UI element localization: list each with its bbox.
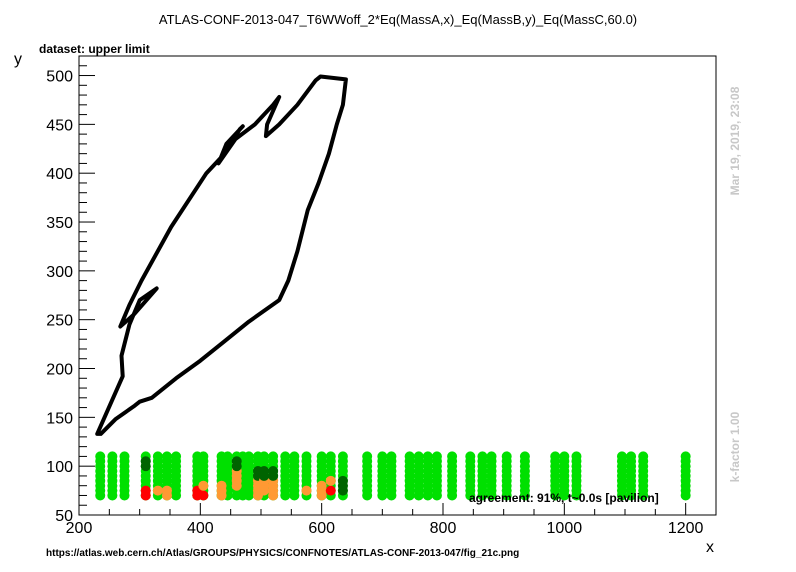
excluded-cons-point — [152, 485, 163, 496]
allowed-point — [486, 451, 497, 462]
kfactor-label: k-factor 1.00 — [728, 411, 742, 483]
allowed-point — [431, 451, 442, 462]
allowed-point — [337, 451, 348, 462]
allowed-point — [259, 451, 270, 462]
allowed-cons-point — [231, 456, 242, 467]
allowed-point — [501, 451, 512, 462]
excluded-cons-point — [301, 485, 312, 496]
exclusion-contour-line — [95, 74, 348, 436]
excluded-cons-point — [161, 485, 172, 496]
x-tick-label: 1200 — [668, 520, 704, 537]
agreement-label: agreement: 91%, t~0.0s [pavilion] — [469, 491, 659, 505]
allowed-point — [571, 451, 582, 462]
allowed-point — [152, 451, 163, 462]
x-tick-label: 400 — [187, 520, 214, 537]
allowed-point — [268, 451, 279, 462]
allowed-cons-point — [140, 456, 151, 467]
data-points — [95, 451, 691, 501]
x-tick-label: 1000 — [547, 520, 583, 537]
allowed-point — [107, 451, 118, 462]
allowed-point — [413, 451, 424, 462]
y-tick-label: 200 — [46, 362, 73, 379]
allowed-point — [386, 451, 397, 462]
excluded-cons-point — [325, 475, 336, 486]
y-tick-label: 150 — [46, 410, 73, 427]
axes: 200 400 600 800 1000 1200 50 100 150 200 250 300 350… — [14, 51, 717, 556]
allowed-point — [243, 451, 254, 462]
allowed-point — [171, 451, 182, 462]
y-tick-label: 400 — [46, 166, 73, 183]
allowed-point — [477, 451, 488, 462]
allowed-point — [638, 451, 649, 462]
source-url: https://atlas.web.cern.ch/Atlas/GROUPS/P… — [46, 548, 520, 559]
allowed-point — [550, 451, 561, 462]
excluded-cons-point — [216, 480, 227, 491]
allowed-point — [280, 451, 291, 462]
y-tick-label: 500 — [46, 69, 73, 86]
allowed-cons-point — [337, 475, 348, 486]
allowed-point — [198, 451, 209, 462]
allowed-point — [680, 451, 691, 462]
allowed-point — [301, 451, 312, 462]
plot-frame — [78, 55, 717, 516]
y-tick-label: 100 — [46, 459, 73, 476]
allowed-point — [404, 451, 415, 462]
y-tick-label: 450 — [46, 117, 73, 134]
allowed-cons-point — [268, 466, 279, 477]
contour-layer — [95, 74, 348, 436]
allowed-cons-point — [259, 466, 270, 477]
allowed-point — [161, 451, 172, 462]
x-tick-label: 600 — [308, 520, 335, 537]
allowed-point — [626, 451, 637, 462]
allowed-point — [316, 451, 327, 462]
allowed-point — [422, 451, 433, 462]
excluded-point — [325, 485, 336, 496]
allowed-point — [559, 451, 570, 462]
allowed-point — [465, 451, 476, 462]
allowed-point — [325, 451, 336, 462]
x-tick-label: 200 — [66, 520, 93, 537]
allowed-point — [95, 451, 106, 462]
allowed-point — [119, 451, 130, 462]
excluded-point — [198, 490, 209, 501]
chart-title: ATLAS-CONF-2013-047_T6WWoff_2*Eq(MassA,x… — [158, 12, 638, 27]
x-axis-label: x — [706, 539, 714, 556]
y-tick-label: 250 — [46, 313, 73, 330]
allowed-point — [616, 451, 627, 462]
allowed-point — [519, 451, 530, 462]
excluded-point — [140, 485, 151, 496]
allowed-point — [222, 451, 233, 462]
timestamp-label: Mar 19, 2019, 23:08 — [728, 86, 742, 196]
excluded-cons-point — [198, 480, 209, 491]
y-tick-label: 300 — [46, 264, 73, 281]
y-axis-label: y — [14, 51, 22, 68]
excluded-cons-point — [316, 480, 327, 491]
allowed-point — [289, 451, 300, 462]
y-tick-label: 350 — [46, 215, 73, 232]
x-tick-label: 800 — [430, 520, 457, 537]
allowed-point — [362, 451, 373, 462]
allowed-point — [447, 451, 458, 462]
allowed-point — [377, 451, 388, 462]
chart-subtitle: dataset: upper limit — [39, 42, 150, 56]
y-tick-label: 50 — [55, 508, 73, 525]
